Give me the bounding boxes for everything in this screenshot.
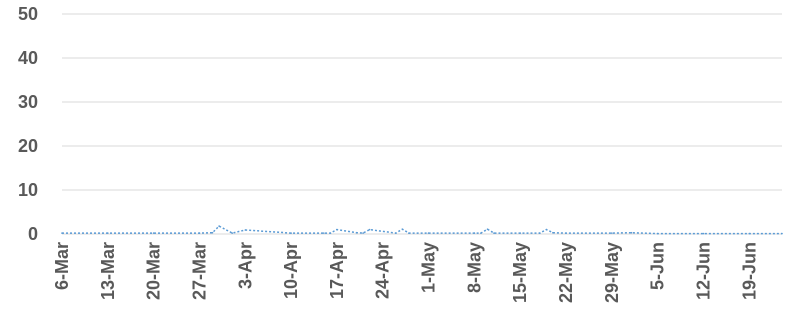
x-tick-label: 22-May	[556, 242, 576, 303]
data-point	[473, 232, 476, 234]
data-point	[244, 229, 247, 231]
x-tick-label: 19-Jun	[739, 242, 759, 300]
data-point	[231, 232, 233, 234]
x-tick-label: 1-May	[419, 242, 439, 293]
x-tick-label: 13-Mar	[98, 242, 118, 300]
x-tick-label: 17-Apr	[327, 242, 347, 299]
data-point	[61, 232, 63, 234]
data-point	[408, 232, 410, 234]
series-layer	[61, 225, 783, 235]
data-point	[611, 232, 613, 234]
data-point	[545, 228, 548, 231]
y-tick-label: 20	[18, 136, 38, 156]
series-line-0	[62, 225, 782, 235]
data-point	[630, 231, 633, 234]
data-point	[480, 232, 482, 234]
x-tick-label: 15-May	[510, 242, 530, 303]
data-point	[152, 232, 155, 234]
x-tick-label: 5-Jun	[648, 242, 668, 290]
data-point	[748, 232, 751, 235]
y-tick-label: 30	[18, 92, 38, 112]
data-point	[329, 232, 332, 234]
data-point	[368, 228, 371, 231]
x-tick-label: 20-Mar	[144, 242, 164, 300]
data-point	[323, 232, 325, 234]
x-tick-label: 3-Apr	[235, 242, 255, 289]
data-point	[565, 232, 567, 234]
gridlines	[62, 13, 782, 235]
data-point	[211, 231, 214, 234]
data-point	[493, 232, 495, 234]
data-point	[362, 232, 364, 234]
data-point	[290, 232, 292, 234]
y-tick-label: 40	[18, 48, 38, 68]
x-tick-label: 6-Mar	[52, 242, 72, 290]
data-point	[401, 228, 404, 230]
x-tick-label: 12-Jun	[693, 242, 713, 300]
data-point	[656, 232, 659, 235]
x-axis-tick-labels: 6-Mar 13-Mar 20-Mar 27-Mar 3-Apr 10-Apr 17-Apr…	[52, 242, 759, 303]
data-point	[486, 228, 489, 230]
data-point	[198, 232, 201, 234]
y-tick-label: 10	[18, 180, 38, 200]
y-tick-label: 50	[18, 4, 38, 24]
data-point	[355, 231, 358, 234]
x-tick-label: 27-Mar	[189, 242, 209, 300]
data-point	[552, 231, 554, 234]
data-point	[427, 232, 430, 234]
data-point	[781, 232, 783, 235]
x-tick-label: 29-May	[602, 242, 622, 303]
data-point	[336, 228, 338, 231]
data-point	[107, 232, 109, 234]
y-tick-label: 0	[28, 224, 38, 244]
x-tick-label: 24-Apr	[373, 242, 393, 299]
data-point	[519, 232, 521, 234]
data-point	[539, 232, 541, 234]
data-point	[218, 225, 220, 227]
x-tick-label: 10-Apr	[281, 242, 301, 299]
data-point	[702, 232, 705, 235]
y-axis-tick-labels: 0 10 20 30 40 50	[18, 4, 38, 244]
x-tick-label: 8-May	[464, 242, 484, 293]
data-point	[395, 232, 397, 234]
